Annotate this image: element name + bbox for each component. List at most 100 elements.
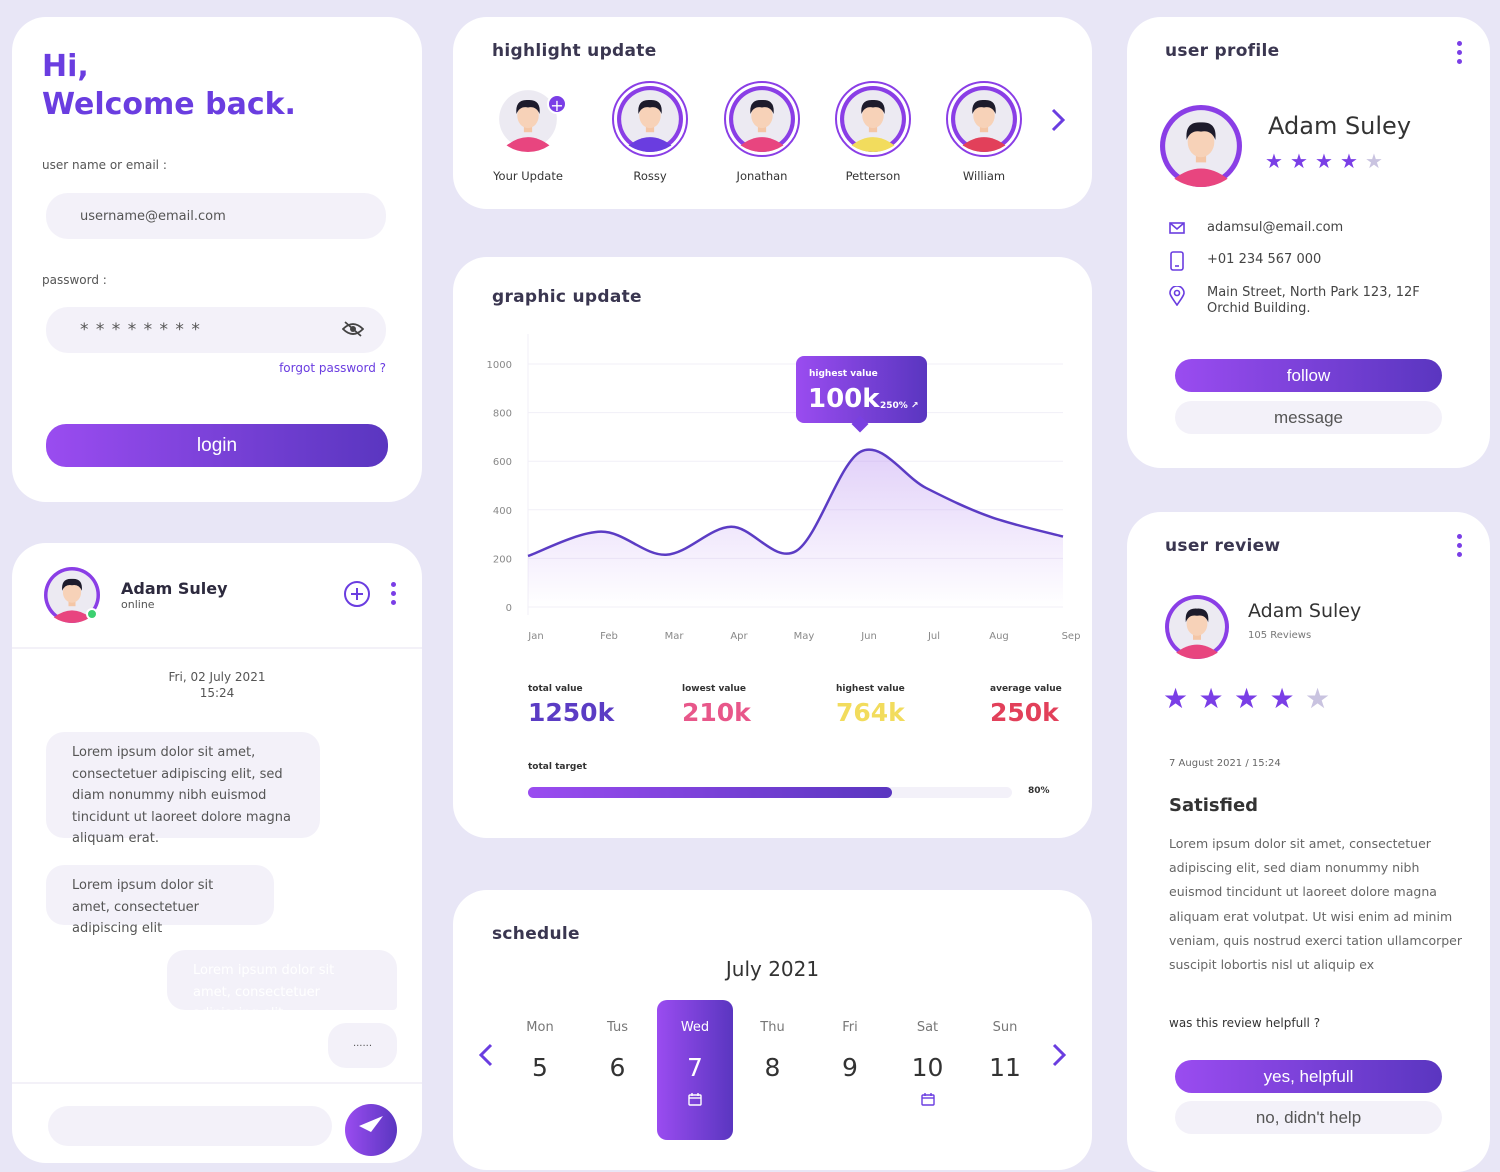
day-date: 8 <box>764 1053 781 1082</box>
story-avatar <box>835 81 911 157</box>
day-thu[interactable]: Thu 8 <box>735 1000 811 1140</box>
stat-highest-value: highest value 764k <box>836 684 905 727</box>
password-input[interactable]: * * * * * * * * <box>46 307 386 353</box>
mail-icon <box>1169 222 1185 234</box>
star-filled-icon: ★ <box>1290 149 1308 173</box>
x-tick-label: Jul <box>927 631 940 642</box>
chat-date: Fri, 02 July 2021 <box>168 670 266 684</box>
day-tus[interactable]: Tus 6 <box>580 1000 656 1140</box>
story-item[interactable]: William <box>939 81 1029 183</box>
avatar-illustration <box>495 86 561 152</box>
day-wed[interactable]: Wed 7 <box>657 1000 733 1140</box>
chat-time: 15:24 <box>199 686 235 700</box>
day-name: Sat <box>916 1020 939 1035</box>
tooltip-change: 250% ↗ <box>880 401 919 411</box>
chevron-right-icon[interactable] <box>1051 1042 1067 1068</box>
day-mon[interactable]: Mon 5 <box>502 1000 578 1140</box>
profile-email: adamsul@email.com <box>1207 220 1344 235</box>
y-tick-label: 0 <box>506 603 512 614</box>
add-story-icon[interactable]: + <box>547 94 567 115</box>
day-fri[interactable]: Fri 9 <box>812 1000 888 1140</box>
password-value: * * * * * * * * <box>80 320 201 340</box>
more-options-icon[interactable] <box>1457 41 1463 68</box>
avatar-illustration <box>951 86 1017 152</box>
message-input[interactable] <box>48 1106 332 1146</box>
x-tick-label: Mar <box>665 631 685 642</box>
y-tick-label: 1000 <box>487 360 512 371</box>
avatar-illustration <box>729 86 795 152</box>
story-item[interactable]: Rossy <box>605 81 695 183</box>
divider <box>12 647 422 649</box>
stat-average-value: average value 250k <box>990 684 1062 727</box>
greeting: Hi, <box>42 49 89 84</box>
eye-off-icon[interactable] <box>342 321 364 337</box>
add-circle-icon[interactable] <box>343 580 371 608</box>
story-avatar <box>724 81 800 157</box>
chat-card: Adam Suley online Fri, 02 July 2021 15:2… <box>12 543 422 1163</box>
typing-indicator: ...... <box>328 1023 397 1068</box>
story-name: Your Update <box>493 169 563 183</box>
more-options-icon[interactable] <box>1457 534 1463 561</box>
story-name: Petterson <box>845 169 901 183</box>
username-input[interactable]: username@email.com <box>46 193 386 239</box>
star-filled-icon: ★ <box>1163 682 1189 715</box>
avatar-illustration <box>617 86 683 152</box>
highlight-title: highlight update <box>492 41 657 61</box>
stat-value: 210k <box>682 698 751 727</box>
stat-label: highest value <box>836 684 905 694</box>
x-tick-label: Feb <box>600 631 618 642</box>
tooltip-label: highest value <box>809 369 878 379</box>
stat-lowest-value: lowest value 210k <box>682 684 751 727</box>
forgot-password-link[interactable]: forgot password ? <box>279 361 386 375</box>
chevron-right-icon[interactable] <box>1050 107 1066 133</box>
send-icon <box>359 1116 383 1132</box>
y-tick-label: 400 <box>493 506 512 517</box>
follow-button[interactable]: follow <box>1175 359 1442 392</box>
divider <box>12 1082 422 1084</box>
story-avatar <box>495 86 561 152</box>
message-received: Lorem ipsum dolor sit amet, consectetuer… <box>46 865 274 936</box>
review-body: Lorem ipsum dolor sit amet, consectetuer… <box>1169 836 1462 973</box>
day-name: Mon <box>526 1020 554 1035</box>
star-empty-icon: ★ <box>1365 149 1383 173</box>
story-name: Jonathan <box>736 169 788 183</box>
message-sent: Lorem ipsum dolor sit amet, consectetuer… <box>167 950 397 1021</box>
review-date: 7 August 2021 / 15:24 <box>1169 758 1281 769</box>
day-name: Thu <box>760 1020 785 1035</box>
reviewer-name: Adam Suley <box>1248 600 1362 622</box>
more-options-icon[interactable] <box>391 582 397 609</box>
story-name: William <box>962 169 1006 183</box>
star-filled-icon: ★ <box>1269 682 1295 715</box>
story-item[interactable]: Petterson <box>828 81 918 183</box>
x-tick-label: Sep <box>1062 631 1081 642</box>
login-button[interactable]: login <box>46 424 388 467</box>
chevron-left-icon[interactable] <box>478 1042 494 1068</box>
profile-title: user profile <box>1165 41 1280 61</box>
y-tick-label: 800 <box>493 409 512 420</box>
avatar-illustration <box>44 567 100 623</box>
story-item[interactable]: Jonathan <box>717 81 807 183</box>
message-button[interactable]: message <box>1175 401 1442 434</box>
day-sat[interactable]: Sat 10 <box>890 1000 966 1140</box>
story-item[interactable]: + Your Update <box>483 81 573 183</box>
target-progress-fill <box>528 787 892 798</box>
line-chart: 0 200 400 600 800 1000 Jan Feb Mar Apr May Jun Jul Au… <box>487 334 1081 642</box>
online-indicator <box>86 608 98 620</box>
star-empty-icon: ★ <box>1305 682 1331 715</box>
story-avatar <box>612 81 688 157</box>
graphic-title: graphic update <box>492 287 642 307</box>
yes-helpful-button[interactable]: yes, helpfull <box>1175 1060 1442 1093</box>
y-tick-label: 200 <box>493 554 512 565</box>
area-fill <box>528 449 1063 607</box>
x-tick-label: Aug <box>989 631 1009 642</box>
day-sun[interactable]: Sun 11 <box>967 1000 1043 1140</box>
profile-name: Adam Suley <box>1268 112 1412 140</box>
no-didnt-help-button[interactable]: no, didn't help <box>1175 1101 1442 1134</box>
chat-name: Adam Suley <box>121 579 228 598</box>
calendar-icon <box>920 1093 935 1106</box>
send-button[interactable] <box>345 1104 397 1156</box>
day-date: 7 <box>687 1053 703 1082</box>
target-progress-track <box>528 787 1012 798</box>
location-pin-icon <box>1169 286 1185 306</box>
tooltip-value: 100k <box>808 384 880 414</box>
